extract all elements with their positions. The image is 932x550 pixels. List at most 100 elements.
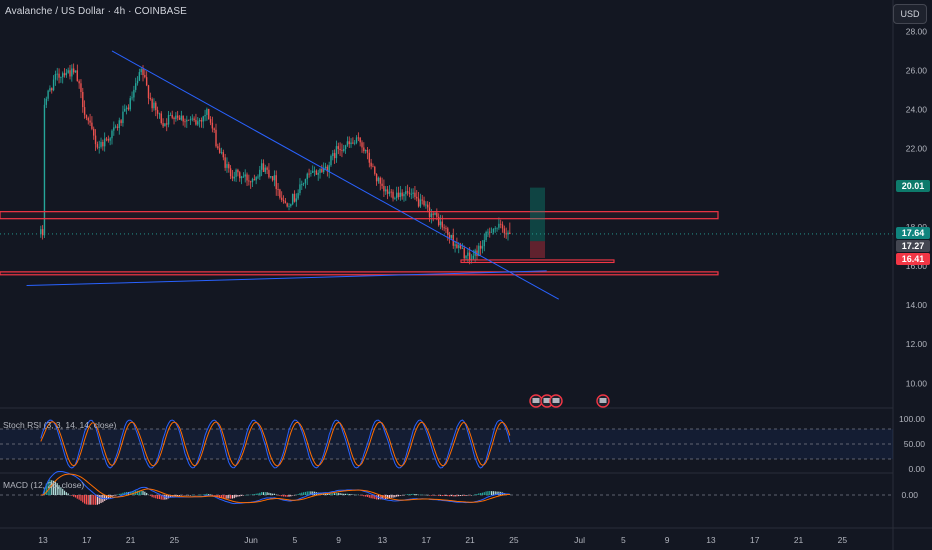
macd-hist-bar xyxy=(242,495,244,496)
time-tick-label: 25 xyxy=(170,535,180,545)
candle-down xyxy=(51,88,53,91)
currency-button[interactable]: USD xyxy=(893,4,927,24)
candle-down xyxy=(222,152,225,158)
time-tick-label: 17 xyxy=(422,535,432,545)
macd-hist-bar xyxy=(480,493,482,495)
candle-down xyxy=(184,121,186,123)
candle-down xyxy=(215,129,217,147)
candle-up xyxy=(164,123,166,127)
candle-up xyxy=(186,119,188,122)
candle-up xyxy=(206,108,208,115)
macd-hist-bar xyxy=(146,492,148,495)
candle-down xyxy=(414,192,416,197)
news-event-icon xyxy=(529,394,543,408)
candle-up xyxy=(54,74,57,80)
candle-down xyxy=(361,142,363,148)
macd-hist-bar xyxy=(116,494,119,496)
candle-down xyxy=(208,108,210,120)
candle-up xyxy=(74,70,77,73)
candle-down xyxy=(253,179,256,181)
macd-hist-bar xyxy=(160,495,162,500)
candle-down xyxy=(363,147,365,152)
candle-up xyxy=(158,113,161,115)
macd-hist-bar xyxy=(217,495,219,498)
macd-hist-bar xyxy=(366,495,369,497)
candle-up xyxy=(458,245,460,248)
candle-up xyxy=(60,77,62,78)
macd-hist-bar xyxy=(147,494,150,496)
macd-hist-bar xyxy=(253,494,255,495)
support-zone xyxy=(0,271,719,276)
candle-down xyxy=(96,144,99,148)
candle-down xyxy=(171,114,173,118)
macd-hist-bar xyxy=(136,490,139,495)
macd-hist-bar xyxy=(449,495,451,497)
macd-hist-bar xyxy=(469,495,471,496)
macd-hist-bar xyxy=(250,494,252,496)
macd-hist-bar xyxy=(186,495,188,496)
price-tick-label: 12.00 xyxy=(906,339,928,349)
macd-hist-bar xyxy=(306,491,308,495)
macd-hist-bar xyxy=(195,495,197,496)
macd-hist-bar xyxy=(74,495,77,498)
macd-hist-bar xyxy=(202,494,204,495)
macd-hist-bar xyxy=(76,495,78,499)
candle-up xyxy=(169,114,172,116)
macd-hist-bar xyxy=(45,483,47,495)
macd-hist-bar xyxy=(354,494,356,496)
flag-event-icon xyxy=(540,394,554,408)
candle-down xyxy=(348,141,350,145)
macd-hist-bar xyxy=(403,495,405,496)
macd-hist-bar xyxy=(208,494,210,495)
candle-down xyxy=(229,168,232,177)
macd-hist-bar xyxy=(350,494,352,495)
candle-up xyxy=(233,176,235,179)
candle-down xyxy=(231,176,234,179)
entry-box xyxy=(460,259,615,264)
candle-up xyxy=(242,176,245,178)
macd-hist-bar xyxy=(122,492,124,495)
candle-down xyxy=(248,180,250,182)
candle-down xyxy=(275,175,277,190)
candle-down xyxy=(375,173,378,182)
macd-hist-bar xyxy=(73,495,75,497)
candle-up xyxy=(487,231,489,233)
time-tick-label: 5 xyxy=(621,535,626,545)
candle-down xyxy=(284,201,287,204)
macd-hist-bar xyxy=(248,494,250,496)
candle-down xyxy=(89,120,91,123)
macd-hist-bar xyxy=(428,495,431,496)
macd-hist-bar xyxy=(397,495,400,497)
candle-up xyxy=(425,204,427,206)
candle-down xyxy=(173,117,175,120)
macd-hist-bar xyxy=(261,492,263,495)
candle-down xyxy=(187,119,190,121)
macd-hist-bar xyxy=(432,495,434,496)
macd-hist-bar xyxy=(450,495,453,497)
macd-hist-bar xyxy=(255,493,257,495)
macd-signal-line xyxy=(40,473,510,504)
candle-down xyxy=(83,107,86,115)
candle-up xyxy=(301,184,303,186)
candle-up xyxy=(302,183,305,185)
macd-hist-bar xyxy=(211,495,213,496)
macd-hist-bar xyxy=(113,495,115,496)
macd-hist-bar xyxy=(328,493,330,495)
macd-hist-bar xyxy=(297,494,299,495)
macd-hist-bar xyxy=(277,495,279,496)
macd-hist-bar xyxy=(228,495,230,499)
candle-up xyxy=(434,212,436,215)
macd-hist-bar xyxy=(62,488,64,495)
macd-hist-bar xyxy=(394,495,396,498)
candle-up xyxy=(498,223,500,228)
candle-up xyxy=(131,97,133,99)
stop-price-tag: 16.41 xyxy=(896,253,930,265)
candle-down xyxy=(193,118,195,121)
candle-down xyxy=(107,139,110,141)
rsi-tick-label: 50.00 xyxy=(904,439,926,449)
macd-hist-bar xyxy=(412,493,414,495)
macd-hist-bar xyxy=(47,480,49,495)
candle-up xyxy=(129,98,131,110)
